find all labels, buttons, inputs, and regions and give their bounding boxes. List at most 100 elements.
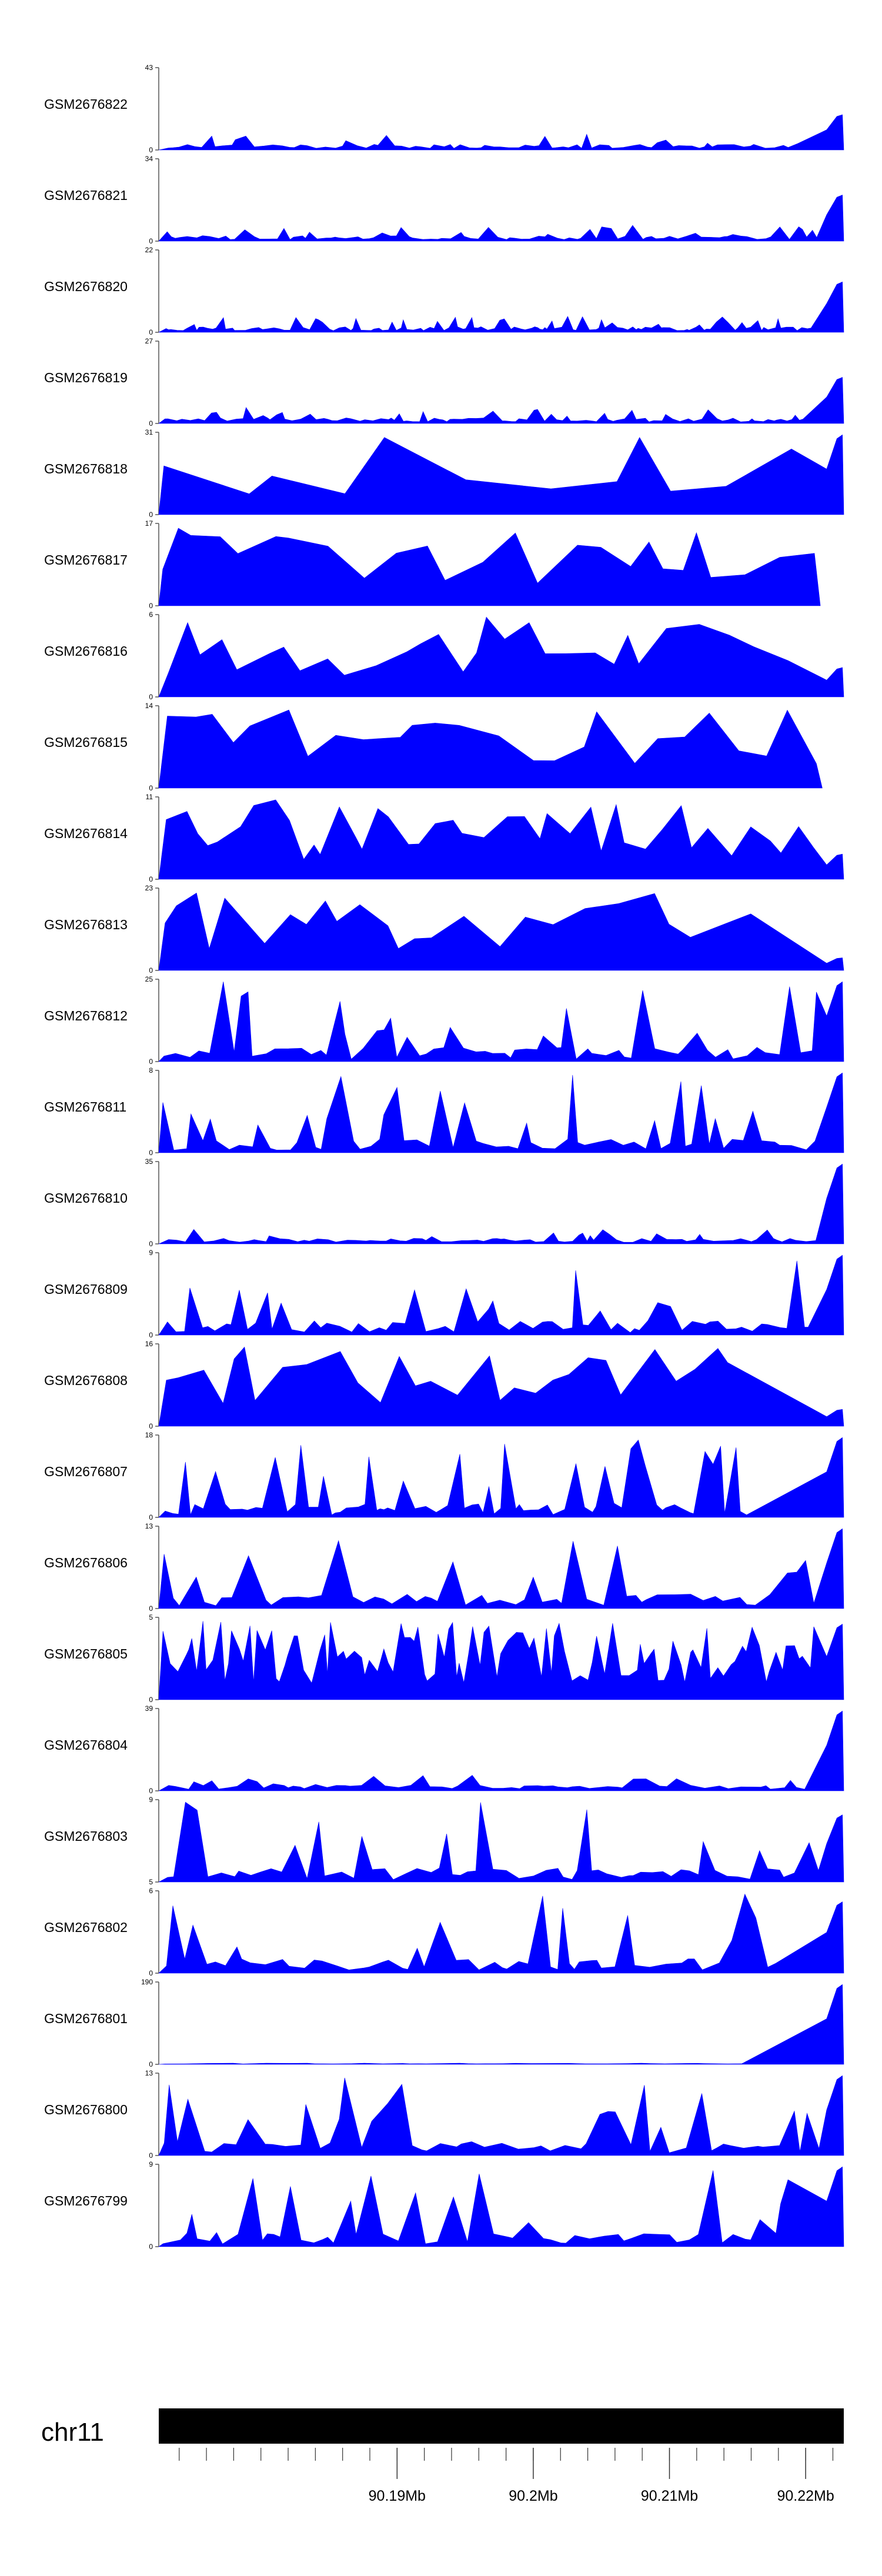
- track-GSM2676805: GSM2676805 5 0: [44, 1613, 844, 1704]
- y-min-label: 0: [149, 1969, 153, 1977]
- ideogram-layer: chr11: [41, 2408, 844, 2447]
- track-label: GSM2676803: [44, 1828, 128, 1844]
- y-max-label: 25: [145, 975, 153, 983]
- y-min-label: 0: [149, 1240, 153, 1248]
- track-GSM2676813: GSM2676813 23 0: [44, 884, 844, 975]
- y-min-label: 0: [149, 146, 153, 154]
- y-min-label: 0: [149, 1057, 153, 1066]
- position-label: 90.19Mb: [369, 2488, 426, 2504]
- track-GSM2676820: GSM2676820 22 0: [44, 246, 844, 336]
- track-label: GSM2676804: [44, 1737, 128, 1753]
- y-min-label: 0: [149, 784, 153, 792]
- y-max-label: 43: [145, 64, 153, 72]
- y-min-label: 0: [149, 2060, 153, 2068]
- track-GSM2676802: GSM2676802 6 0: [44, 1887, 844, 1977]
- coverage-area: [158, 195, 844, 242]
- y-max-label: 8: [149, 1066, 153, 1075]
- y-max-label: 17: [145, 519, 153, 528]
- y-max-label: 31: [145, 428, 153, 436]
- y-max-label: 5: [149, 1613, 153, 1621]
- track-GSM2676807: GSM2676807 18 0: [44, 1431, 844, 1521]
- track-label: GSM2676813: [44, 917, 128, 932]
- y-min-label: 0: [149, 2243, 153, 2251]
- track-label: GSM2676811: [44, 1099, 126, 1115]
- coverage-area: [158, 281, 844, 333]
- y-min-label: 0: [149, 1422, 153, 1430]
- coverage-area: [158, 2166, 844, 2247]
- chromosome-label: chr11: [41, 2418, 104, 2447]
- coverage-area: [158, 616, 844, 698]
- track-GSM2676810: GSM2676810 35 0: [44, 1157, 844, 1248]
- track-label: GSM2676817: [44, 552, 128, 568]
- track-GSM2676811: GSM2676811 8 0: [44, 1066, 844, 1157]
- y-max-label: 14: [145, 702, 153, 710]
- track-label: GSM2676815: [44, 735, 128, 750]
- position-label: 90.2Mb: [509, 2488, 557, 2504]
- track-label: GSM2676819: [44, 370, 128, 385]
- y-min-label: 0: [149, 1331, 153, 1339]
- track-GSM2676821: GSM2676821 34 0: [44, 155, 844, 245]
- track-label: GSM2676809: [44, 1282, 128, 1297]
- track-label: GSM2676816: [44, 643, 128, 659]
- track-GSM2676808: GSM2676808 16 0: [44, 1340, 844, 1430]
- track-GSM2676814: GSM2676814 11 0: [44, 793, 844, 883]
- y-min-label: 0: [149, 966, 153, 975]
- y-max-label: 39: [145, 1704, 153, 1713]
- track-label: GSM2676812: [44, 1008, 128, 1023]
- track-label: GSM2676814: [44, 826, 128, 841]
- track-label: GSM2676800: [44, 2102, 128, 2117]
- y-max-label: 11: [146, 793, 153, 801]
- position-label: 90.22Mb: [777, 2488, 834, 2504]
- genome-axis: 90.19Mb 90.2Mb 90.21Mb 90.22Mb: [179, 2448, 834, 2504]
- track-GSM2676819: GSM2676819 27 0: [44, 337, 844, 428]
- y-min-label: 0: [149, 1696, 153, 1704]
- y-min-label: 0: [149, 2151, 153, 2160]
- coverage-area: [158, 1621, 844, 1700]
- track-label: GSM2676821: [44, 188, 128, 203]
- y-max-label: 27: [145, 337, 153, 345]
- track-label: GSM2676802: [44, 1920, 128, 1935]
- track-GSM2676817: GSM2676817 17 0: [44, 519, 821, 610]
- y-max-label: 6: [149, 610, 153, 619]
- y-max-label: 16: [145, 1340, 153, 1348]
- track-GSM2676801: GSM2676801 190 0: [44, 1978, 844, 2068]
- y-min-label: 0: [149, 510, 153, 519]
- coverage-area: [158, 528, 821, 606]
- y-min-label: 0: [149, 875, 153, 883]
- track-label: GSM2676801: [44, 2011, 128, 2026]
- y-min-label: 0: [149, 419, 153, 428]
- coverage-area: [158, 892, 844, 971]
- coverage-area: [158, 377, 844, 424]
- y-max-label: 35: [145, 1157, 153, 1166]
- y-min-label: 0: [149, 237, 153, 245]
- track-label: GSM2676799: [44, 2193, 128, 2208]
- coverage-area: [158, 1710, 844, 1791]
- track-GSM2676815: GSM2676815 14 0: [44, 702, 823, 792]
- track-GSM2676816: GSM2676816 6 0: [44, 610, 844, 701]
- y-max-label: 13: [145, 1522, 153, 1530]
- track-GSM2676822: GSM2676822 43 0: [44, 64, 844, 154]
- track-label: GSM2676806: [44, 1555, 128, 1570]
- position-label: 90.21Mb: [641, 2488, 698, 2504]
- y-min-label: 0: [149, 1787, 153, 1795]
- y-max-label: 18: [145, 1431, 153, 1439]
- track-label: GSM2676822: [44, 96, 128, 112]
- y-min-label: 0: [149, 602, 153, 610]
- coverage-area: [158, 1528, 844, 1609]
- y-max-label: 9: [149, 2160, 153, 2168]
- y-max-label: 23: [145, 884, 153, 892]
- coverage-area: [158, 2075, 844, 2156]
- y-max-label: 9: [149, 1796, 153, 1804]
- coverage-area: [158, 1163, 844, 1244]
- y-min-label: 0: [149, 1149, 153, 1157]
- y-min-label: 5: [149, 1878, 153, 1886]
- track-GSM2676806: GSM2676806 13 0: [44, 1522, 844, 1613]
- coverage-area: [158, 434, 844, 515]
- track-label: GSM2676805: [44, 1646, 128, 1661]
- track-GSM2676804: GSM2676804 39 0: [44, 1704, 844, 1795]
- y-max-label: 34: [145, 155, 153, 163]
- coverage-area: [158, 709, 823, 789]
- coverage-area: [158, 1346, 844, 1427]
- y-max-label: 6: [149, 1887, 153, 1895]
